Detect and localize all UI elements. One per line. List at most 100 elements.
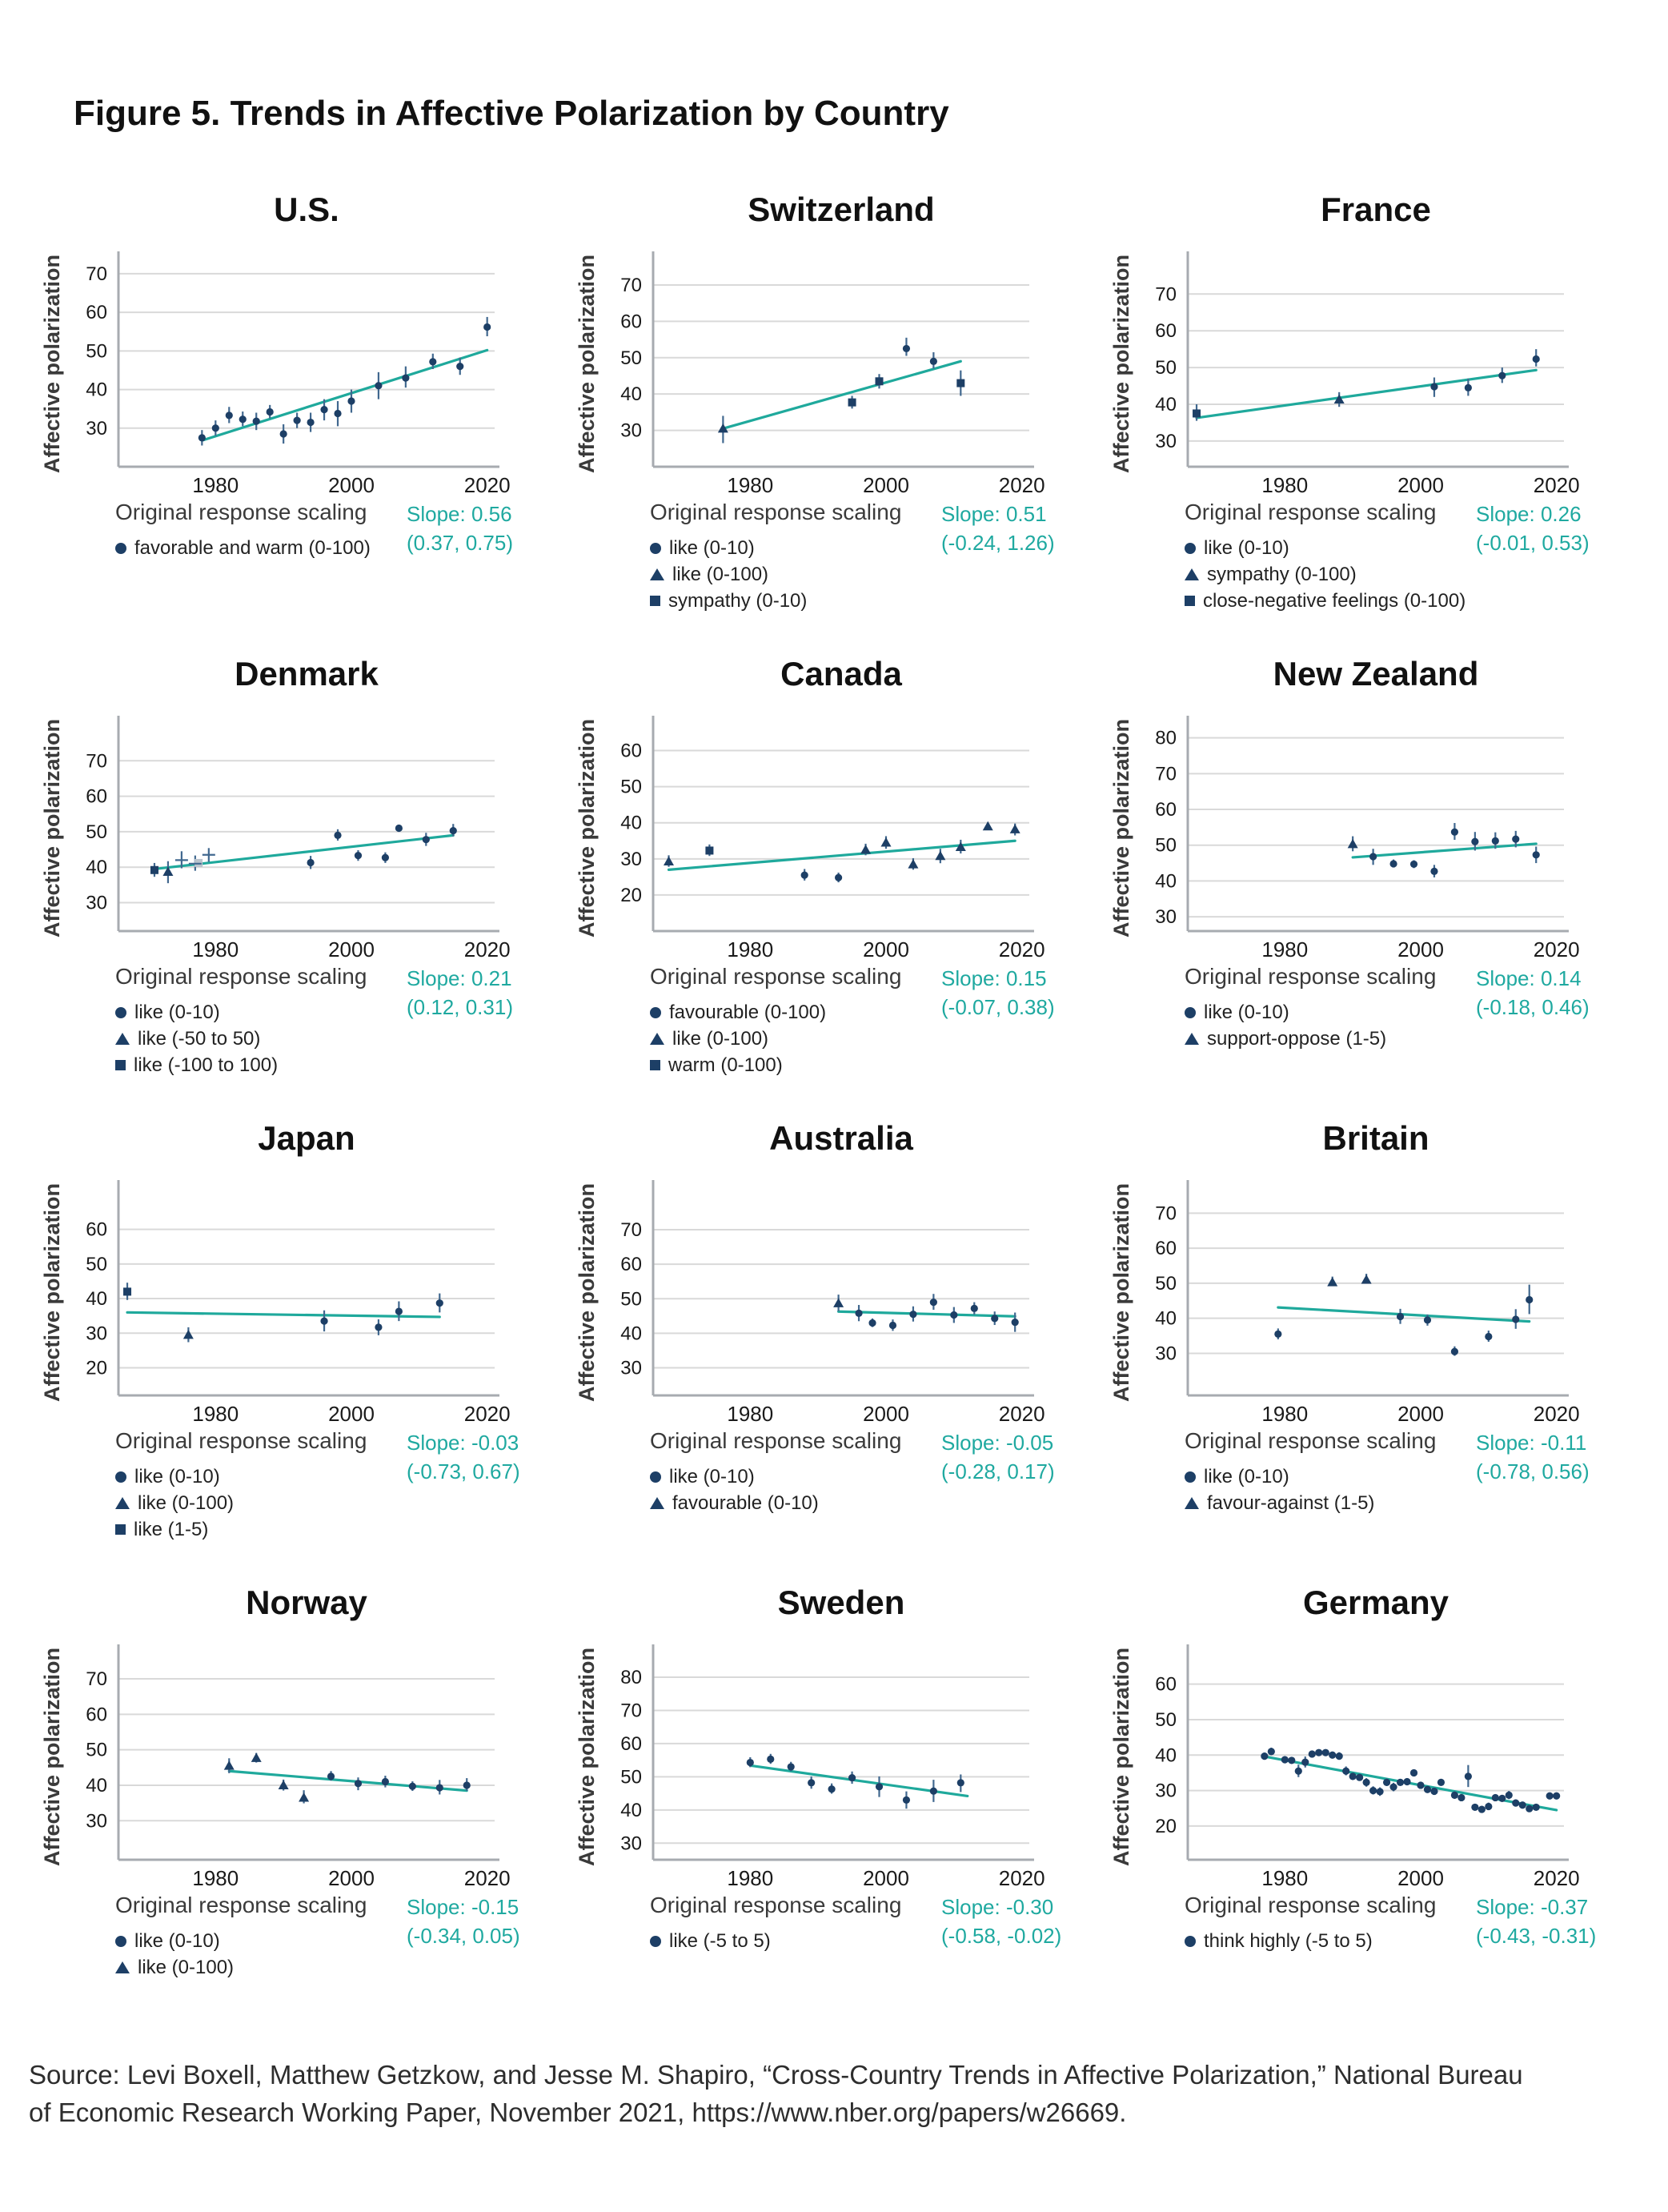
data-point-circle xyxy=(1389,860,1397,868)
data-point-circle xyxy=(1518,1801,1526,1809)
y-tick-label: 30 xyxy=(86,1323,107,1344)
data-point-circle xyxy=(449,827,457,835)
square-marker-icon xyxy=(650,596,660,606)
y-axis-label: Affective polarization xyxy=(40,1648,64,1866)
trend-line xyxy=(1195,368,1538,420)
scatter-chart: Britain Affective polarization 30 40 50 60 70 1… xyxy=(1109,1119,1580,1423)
legend: Original response scaling like (0-10) symp… xyxy=(1185,500,1466,614)
data-point-circle xyxy=(1437,1778,1445,1787)
slope-confidence-interval: (0.37, 0.75) xyxy=(407,531,513,555)
panel-title: Australia xyxy=(769,1119,913,1157)
data-point-circle xyxy=(1281,1756,1289,1764)
legend-heading: Original response scaling xyxy=(115,500,367,524)
legend-item: like (-50 to 50) xyxy=(115,1026,367,1052)
data-point-circle xyxy=(483,323,491,331)
y-tick-label: 30 xyxy=(620,1358,642,1379)
x-tick-label: 2020 xyxy=(999,473,1045,495)
data-point-circle xyxy=(320,1317,328,1325)
x-tick-label: 1980 xyxy=(1261,473,1308,495)
y-axis-label: Affective polarization xyxy=(1109,1183,1133,1402)
data-point-circle xyxy=(402,374,410,382)
slope-value: Slope: -0.11 xyxy=(1476,1431,1587,1455)
scatter-chart: Denmark Affective polarization 30 40 50 60 70 1… xyxy=(40,655,511,959)
data-point-circle xyxy=(1011,1318,1019,1327)
legend-heading: Original response scaling xyxy=(1185,500,1437,524)
y-tick-label: 40 xyxy=(620,383,642,405)
y-tick-label: 50 xyxy=(620,777,642,798)
slope-value: Slope: 0.56 xyxy=(407,502,512,526)
source-text: Source: Levi Boxell, Matthew Getzkow, an… xyxy=(29,2056,1622,2131)
data-point-circle xyxy=(1396,1778,1405,1787)
data-point-circle xyxy=(334,409,342,418)
square-marker-icon xyxy=(115,1524,126,1535)
y-tick-label: 70 xyxy=(86,1668,107,1690)
data-point-triangle xyxy=(1361,1275,1372,1284)
y-tick-label: 50 xyxy=(86,821,107,843)
x-tick-label: 2000 xyxy=(1397,1866,1444,1888)
x-tick-label: 1980 xyxy=(192,937,239,959)
y-tick-label: 50 xyxy=(86,1740,107,1761)
circle-marker-icon xyxy=(1185,542,1196,554)
y-tick-label: 60 xyxy=(86,302,107,323)
y-tick-label: 60 xyxy=(1155,320,1177,342)
data-point-circle xyxy=(1526,1295,1534,1304)
legend-item-label: like (0-10) xyxy=(1204,1466,1289,1487)
source-line-1: Source: Levi Boxell, Matthew Getzkow, an… xyxy=(29,2060,1523,2090)
y-tick-label: 30 xyxy=(1155,1780,1177,1802)
data-point-circle xyxy=(1498,1794,1506,1802)
data-point-circle xyxy=(1382,1778,1391,1787)
slope-annotation: Slope: 0.21 (0.12, 0.31) xyxy=(407,964,513,1022)
data-point-circle xyxy=(408,1782,416,1790)
panel-title: Canada xyxy=(780,655,902,693)
y-tick-label: 30 xyxy=(86,893,107,914)
panel-title: Norway xyxy=(246,1584,367,1621)
slope-value: Slope: -0.03 xyxy=(407,1431,519,1455)
data-point-circle xyxy=(334,831,342,839)
data-point-circle xyxy=(1369,853,1377,861)
data-point-circle xyxy=(746,1758,754,1767)
country-panel-france: France Affective polarization 30 40 50 60 70 19… xyxy=(1108,183,1642,647)
data-point-circle xyxy=(1457,1793,1466,1802)
y-tick-label: 30 xyxy=(86,1810,107,1832)
data-point-circle xyxy=(1267,1748,1275,1756)
y-tick-label: 60 xyxy=(620,1254,642,1275)
legend-item: favourable (0-10) xyxy=(650,1490,901,1516)
data-point-circle xyxy=(835,873,843,881)
y-tick-label: 40 xyxy=(86,1288,107,1310)
legend-item-label: favour-against (1-5) xyxy=(1207,1492,1375,1514)
y-tick-label: 60 xyxy=(86,1704,107,1725)
country-panel-germany: Germany Affective polarization 20 30 40 50 60 1… xyxy=(1108,1576,1642,2040)
scatter-chart: France Affective polarization 30 40 50 60 70 19… xyxy=(1109,191,1580,495)
y-tick-label: 40 xyxy=(620,1800,642,1821)
legend-item-label: favorable and warm (0-100) xyxy=(134,537,371,559)
scatter-chart: Sweden Affective polarization 30 40 50 60 70 80… xyxy=(575,1584,1045,1888)
triangle-marker-icon xyxy=(650,568,664,580)
data-point-circle xyxy=(902,344,911,353)
x-tick-label: 2000 xyxy=(863,937,909,959)
data-point-circle xyxy=(225,411,233,420)
data-point-circle xyxy=(1505,1791,1513,1799)
legend-heading: Original response scaling xyxy=(650,1428,902,1453)
slope-annotation: Slope: -0.37 (-0.43, -0.31) xyxy=(1476,1893,1596,1950)
y-tick-label: 40 xyxy=(1155,870,1177,892)
y-tick-label: 50 xyxy=(1155,357,1177,379)
data-point-circle xyxy=(375,382,383,390)
data-point-circle xyxy=(266,407,274,416)
data-point-circle xyxy=(327,1772,335,1780)
legend: Original response scaling like (0-10) favo… xyxy=(1185,1428,1436,1516)
data-point-square xyxy=(848,398,856,407)
y-tick-label: 50 xyxy=(1155,1709,1177,1731)
data-point-circle xyxy=(1485,1802,1493,1811)
data-point-circle xyxy=(991,1315,999,1323)
triangle-marker-icon xyxy=(115,1497,130,1509)
scatter-chart: Japan Affective polarization 20 30 40 50 60 198… xyxy=(40,1119,511,1423)
slope-annotation: Slope: 0.26 (-0.01, 0.53) xyxy=(1476,500,1590,557)
legend: Original response scaling like (0-10) favo… xyxy=(650,1428,901,1516)
data-point-triangle xyxy=(1347,838,1358,849)
legend-item: favorable and warm (0-100) xyxy=(115,535,371,561)
data-point-circle xyxy=(435,1784,443,1792)
trend-line xyxy=(667,839,1016,871)
data-point-circle xyxy=(868,1319,876,1327)
triangle-marker-icon xyxy=(650,1033,664,1045)
x-tick-label: 2020 xyxy=(464,1402,511,1423)
